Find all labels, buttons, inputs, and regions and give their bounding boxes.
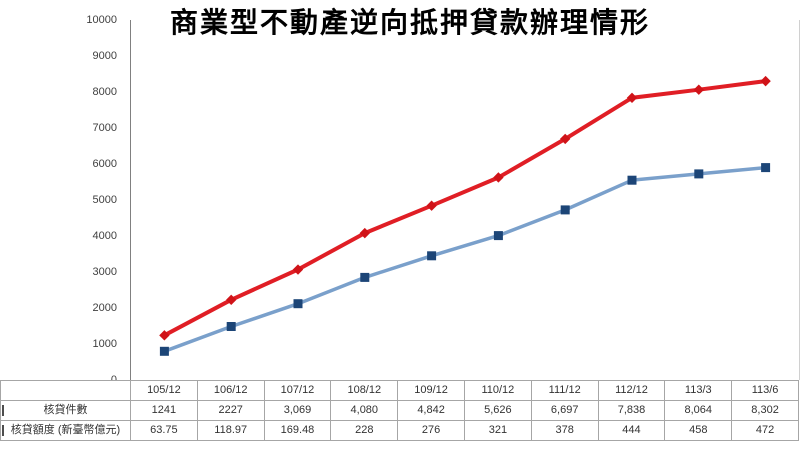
x-category-label: 110/12 — [463, 380, 532, 401]
loan-count-value-cell: 2227 — [196, 400, 265, 421]
line-chart — [159, 75, 771, 356]
loan-amount-value-cell: 118.97 — [196, 420, 265, 441]
loan-count-marker — [359, 227, 370, 239]
loan-count-marker — [292, 264, 304, 275]
loan-count-value-cell: 4,842 — [397, 400, 465, 421]
loan-amount-marker — [560, 205, 570, 215]
y-tick-label: 4000 — [92, 230, 117, 242]
loan-amount-legend-key-icon — [2, 425, 4, 436]
loan-count-table-row: 核貸件數 1241 2227 3,069 4,080 4,842 5,626 6,697 7,8… — [0, 400, 799, 421]
x-category-label: 105/12 — [130, 380, 198, 401]
loan-amount-series-name: 核貸額度 (新臺幣億元) — [10, 424, 121, 436]
loan-amount-value-cell: 169.48 — [263, 420, 332, 441]
data-table: 105/12 106/12 107/12 108/12 109/12 110/12 111/… — [0, 380, 799, 441]
loan-amount-marker — [761, 163, 771, 173]
loan-amount-marker — [694, 169, 704, 179]
loan-amount-marker — [293, 299, 303, 309]
loan-amount-value-cell: 228 — [330, 420, 399, 441]
y-tick-label: 7000 — [92, 122, 117, 134]
loan-count-marker — [626, 92, 638, 104]
loan-amount-marker — [627, 175, 637, 185]
loan-amount-row-label: 核貸額度 (新臺幣億元) — [0, 420, 131, 441]
loan-count-marker — [226, 294, 237, 306]
loan-amount-value-cell: 321 — [463, 420, 532, 441]
y-tick-label: 2000 — [92, 302, 117, 314]
y-tick-label: 8000 — [92, 86, 117, 98]
loan-count-value-cell: 6,697 — [530, 400, 599, 421]
x-category-label: 108/12 — [330, 380, 399, 401]
loan-amount-table-row: 核貸額度 (新臺幣億元) 63.75 118.97 169.48 228 276 321 37… — [0, 420, 799, 441]
loan-count-series-name: 核貸件數 — [43, 404, 88, 416]
y-tick-label: 3000 — [92, 266, 117, 278]
table-corner-cell — [0, 380, 131, 401]
y-tick-label: 5000 — [92, 194, 117, 206]
loan-count-value-cell: 5,626 — [463, 400, 532, 421]
loan-amount-value-cell: 472 — [731, 420, 799, 441]
y-tick-label: 6000 — [92, 158, 117, 170]
loan-count-value-cell: 8,064 — [664, 400, 733, 421]
loan-count-marker — [760, 75, 771, 87]
x-category-label: 113/3 — [664, 380, 733, 401]
y-tick-label: 10000 — [86, 14, 117, 26]
x-category-label: 112/12 — [597, 380, 666, 401]
x-axis-label-row: 105/12 106/12 107/12 108/12 109/12 110/12 111/… — [0, 380, 799, 401]
loan-count-legend-key-icon — [2, 405, 4, 416]
loan-count-line — [162, 79, 768, 338]
loan-amount-line — [162, 165, 768, 354]
y-tick-label: 1000 — [92, 338, 117, 350]
x-category-label: 111/12 — [530, 380, 599, 401]
y-tick-label: 9000 — [92, 50, 117, 62]
loan-amount-marker — [226, 322, 236, 331]
loan-count-value-cell: 8,302 — [731, 400, 799, 421]
x-category-label: 109/12 — [397, 380, 465, 401]
x-category-label: 107/12 — [263, 380, 332, 401]
loan-count-marker — [426, 200, 437, 211]
loan-count-marker — [493, 172, 504, 183]
loan-amount-value-cell: 378 — [530, 420, 599, 441]
loan-amount-value-cell: 63.75 — [130, 420, 198, 441]
loan-amount-marker — [493, 231, 503, 241]
loan-amount-value-cell: 458 — [664, 420, 733, 441]
loan-amount-marker — [159, 346, 169, 356]
loan-count-value-cell: 7,838 — [597, 400, 666, 421]
x-category-label: 113/6 — [731, 380, 799, 401]
loan-amount-marker — [427, 251, 437, 261]
loan-amount-marker — [360, 272, 370, 282]
loan-count-value-cell: 1241 — [130, 400, 198, 421]
loan-count-marker — [693, 84, 704, 95]
loan-amount-value-cell: 444 — [597, 420, 666, 441]
chart-title: 商業型不動產逆向抵押貸款辦理情形 — [169, 8, 650, 39]
loan-amount-value-cell: 276 — [397, 420, 465, 441]
loan-count-marker — [159, 330, 170, 341]
loan-count-row-label: 核貸件數 — [0, 400, 131, 421]
loan-count-value-cell: 4,080 — [330, 400, 399, 421]
x-category-label: 106/12 — [196, 380, 265, 401]
plot-area — [130, 20, 800, 380]
loan-count-value-cell: 3,069 — [263, 400, 332, 421]
